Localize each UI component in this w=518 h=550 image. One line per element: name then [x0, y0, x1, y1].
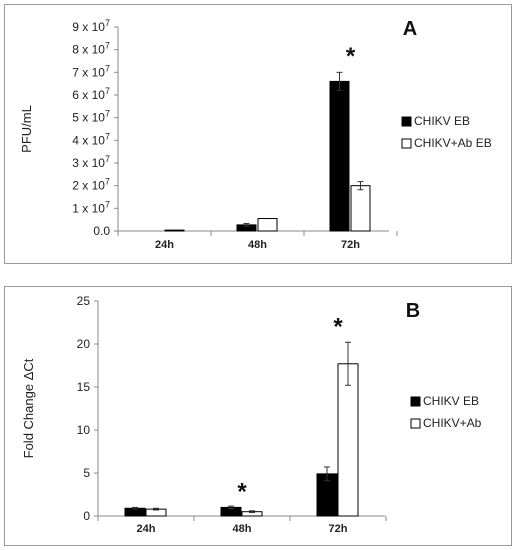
chart-a-legend-swatch: [401, 116, 412, 127]
chart-a-x-tick-label: 24h: [155, 239, 174, 251]
chart-panel-b: 0 5 10 15 20 25 24h 48h 72h * * Fold Change ΔCt B CHI…: [4, 286, 512, 546]
chart-b-y-tick-label: 10: [77, 423, 91, 437]
chart-a-y-tick-label: 7 x 107: [72, 63, 110, 79]
chart-a-legend-swatch: [401, 138, 412, 149]
chart-a-bar-series2: [350, 185, 371, 232]
chart-b-x-tick-label: 48h: [233, 523, 252, 535]
chart-b-x-tick-label: 24h: [137, 523, 156, 535]
chart-b-y-tick-label: 15: [77, 380, 91, 394]
chart-b-significance-star: *: [237, 479, 247, 506]
chart-b-y-tick-label: 25: [77, 294, 91, 308]
chart-b-legend-label: CHIKV+Ab: [423, 416, 482, 430]
chart-a-y-tick-label: 8 x 107: [72, 41, 110, 57]
chart-a-y-tick-label: 9 x 107: [72, 18, 110, 34]
chart-a-bar-series2: [164, 229, 185, 232]
chart-b-panel-label: B: [406, 300, 420, 322]
chart-a-y-tick-label: 6 x 107: [72, 86, 110, 102]
chart-a-y-tick-label: 3 x 107: [72, 154, 110, 170]
chart-a-significance-star: *: [346, 43, 356, 70]
chart-b-significance-star: *: [333, 314, 343, 341]
chart-a-bar-series2: [257, 218, 278, 232]
chart-b-y-axis-label: Fold Change ΔCt: [21, 358, 36, 458]
chart-b-legend-swatch: [410, 418, 421, 429]
chart-b-svg: 0 5 10 15 20 25 24h 48h 72h * * Fold Change ΔCt B CHI…: [21, 294, 482, 535]
chart-a-y-tick-label: 2 x 107: [72, 177, 110, 193]
chart-b-y-tick-label: 20: [77, 337, 91, 351]
chart-a-legend-label: CHIKV+Ab EB: [414, 136, 492, 150]
chart-a-y-tick-label: 5 x 107: [72, 109, 110, 125]
chart-b-y-tick-label: 5: [83, 466, 90, 480]
chart-a-y-tick-label: 1 x 107: [72, 199, 110, 215]
chart-b-x-tick-label: 72h: [329, 523, 348, 535]
chart-a-y-tick-label: 4 x 107: [72, 131, 110, 147]
chart-b-y-tick-label: 0: [83, 509, 90, 523]
chart-a-panel-label: A: [403, 18, 417, 40]
chart-a-svg: 0.0 1 x 107 2 x 107 3 x 107 4 x 107 5 x 107 6 …: [19, 18, 492, 251]
chart-b-legend-label: CHIKV EB: [423, 394, 479, 408]
chart-a-bar-series1: [329, 80, 350, 232]
chart-panel-a: 0.0 1 x 107 2 x 107 3 x 107 4 x 107 5 x 107 6 …: [4, 4, 512, 264]
chart-a-x-tick-label: 48h: [248, 239, 267, 251]
chart-a-y-tick-label: 0.0: [93, 224, 110, 238]
chart-a-x-tick-label: 72h: [341, 239, 360, 251]
chart-b-bar-series2: [337, 363, 359, 517]
chart-a-legend-label: CHIKV EB: [414, 114, 470, 128]
chart-b-legend-swatch: [410, 396, 421, 407]
chart-a-y-axis-label: PFU/mL: [19, 105, 34, 153]
